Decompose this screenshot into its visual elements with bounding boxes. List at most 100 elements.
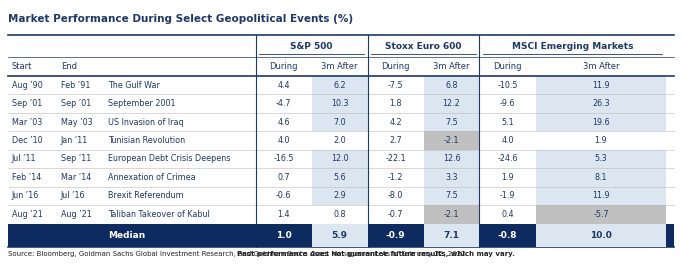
Text: 4.2: 4.2 xyxy=(389,118,402,127)
Text: 7.5: 7.5 xyxy=(445,191,458,200)
Text: -5.7: -5.7 xyxy=(593,210,609,219)
Text: 3.3: 3.3 xyxy=(445,173,458,182)
Text: 4.6: 4.6 xyxy=(278,118,290,127)
Text: 12.2: 12.2 xyxy=(443,99,460,108)
Text: 7.5: 7.5 xyxy=(445,118,458,127)
Text: 11.9: 11.9 xyxy=(592,80,610,90)
Text: -22.1: -22.1 xyxy=(385,154,406,163)
Text: -1.9: -1.9 xyxy=(500,191,516,200)
Bar xyxy=(536,76,666,94)
Text: 8.1: 8.1 xyxy=(595,173,607,182)
Text: -8.0: -8.0 xyxy=(388,191,403,200)
Text: 10.3: 10.3 xyxy=(331,99,349,108)
Text: 1.0: 1.0 xyxy=(276,231,292,240)
Text: 2.0: 2.0 xyxy=(333,136,346,145)
Text: During: During xyxy=(381,62,410,71)
Text: Stoxx Euro 600: Stoxx Euro 600 xyxy=(385,41,462,51)
Bar xyxy=(424,150,479,168)
Text: 6.8: 6.8 xyxy=(445,80,458,90)
Text: -2.1: -2.1 xyxy=(444,210,459,219)
Text: 5.6: 5.6 xyxy=(333,173,346,182)
Bar xyxy=(312,224,368,247)
Text: 2.9: 2.9 xyxy=(333,191,346,200)
Text: European Debt Crisis Deepens: European Debt Crisis Deepens xyxy=(108,154,231,163)
Bar xyxy=(424,94,479,113)
Text: 10.0: 10.0 xyxy=(590,231,612,240)
Text: S&P 500: S&P 500 xyxy=(291,41,333,51)
Text: During: During xyxy=(494,62,522,71)
Bar xyxy=(312,187,368,205)
Text: September 2001: September 2001 xyxy=(108,99,175,108)
Bar xyxy=(424,168,479,187)
Bar xyxy=(536,187,666,205)
Text: Dec ’10: Dec ’10 xyxy=(12,136,42,145)
Text: Source: Bloomberg, Goldman Sachs Global Investment Research, and Goldman Sachs A: Source: Bloomberg, Goldman Sachs Global … xyxy=(8,251,470,257)
Text: 4.0: 4.0 xyxy=(501,136,514,145)
Text: 5.1: 5.1 xyxy=(501,118,514,127)
Bar xyxy=(312,113,368,131)
Bar xyxy=(536,150,666,168)
Bar xyxy=(312,76,368,94)
Text: -0.6: -0.6 xyxy=(276,191,291,200)
Text: 4.4: 4.4 xyxy=(278,80,290,90)
Text: MSCI Emerging Markets: MSCI Emerging Markets xyxy=(512,41,634,51)
Bar xyxy=(312,150,368,168)
Text: Jun ’16: Jun ’16 xyxy=(12,191,39,200)
Text: Feb ’91: Feb ’91 xyxy=(61,80,90,90)
Text: 12.6: 12.6 xyxy=(443,154,460,163)
Text: 7.0: 7.0 xyxy=(333,118,346,127)
Text: -4.7: -4.7 xyxy=(276,99,291,108)
Text: 0.4: 0.4 xyxy=(501,210,514,219)
Text: May ’03: May ’03 xyxy=(61,118,93,127)
Bar xyxy=(8,224,674,247)
Text: 0.8: 0.8 xyxy=(333,210,346,219)
Bar xyxy=(536,224,666,247)
Text: 5.9: 5.9 xyxy=(331,231,348,240)
Text: 5.3: 5.3 xyxy=(595,154,607,163)
Text: -24.6: -24.6 xyxy=(497,154,518,163)
Bar xyxy=(312,94,368,113)
Text: Past performance does not guarantee future results, which may vary.: Past performance does not guarantee futu… xyxy=(237,251,515,257)
Text: Annexation of Crimea: Annexation of Crimea xyxy=(108,173,196,182)
Text: -2.1: -2.1 xyxy=(444,136,459,145)
Text: Mar ’03: Mar ’03 xyxy=(12,118,42,127)
Text: Jan ’11: Jan ’11 xyxy=(61,136,88,145)
Text: End: End xyxy=(61,62,77,71)
Text: 12.0: 12.0 xyxy=(331,154,349,163)
Text: -0.9: -0.9 xyxy=(386,231,405,240)
Text: Mar ’14: Mar ’14 xyxy=(61,173,91,182)
Text: -0.7: -0.7 xyxy=(388,210,403,219)
Bar xyxy=(424,187,479,205)
Text: 2.7: 2.7 xyxy=(389,136,402,145)
Text: -9.6: -9.6 xyxy=(500,99,516,108)
Bar xyxy=(424,131,479,150)
Text: -7.5: -7.5 xyxy=(388,80,403,90)
Text: US Invasion of Iraq: US Invasion of Iraq xyxy=(108,118,183,127)
Bar xyxy=(536,168,666,187)
Text: 1.9: 1.9 xyxy=(501,173,514,182)
Bar xyxy=(536,94,666,113)
Text: 3m After: 3m After xyxy=(321,62,358,71)
Text: Sep ’01: Sep ’01 xyxy=(12,99,42,108)
Text: Aug ’90: Aug ’90 xyxy=(12,80,42,90)
Text: Start: Start xyxy=(12,62,32,71)
Text: Taliban Takeover of Kabul: Taliban Takeover of Kabul xyxy=(108,210,210,219)
Text: 1.8: 1.8 xyxy=(389,99,402,108)
Bar xyxy=(312,168,368,187)
Text: 3m After: 3m After xyxy=(433,62,470,71)
Bar xyxy=(424,224,479,247)
Text: 11.9: 11.9 xyxy=(592,191,610,200)
Text: 1.9: 1.9 xyxy=(595,136,607,145)
Bar xyxy=(424,76,479,94)
Bar xyxy=(536,113,666,131)
Text: 7.1: 7.1 xyxy=(443,231,460,240)
Text: 26.3: 26.3 xyxy=(592,99,610,108)
Text: During: During xyxy=(269,62,298,71)
Text: Median: Median xyxy=(108,231,145,240)
Bar xyxy=(424,205,479,224)
Text: 6.2: 6.2 xyxy=(333,80,346,90)
Text: 1.4: 1.4 xyxy=(278,210,290,219)
Text: -10.5: -10.5 xyxy=(497,80,518,90)
Text: Aug ’21: Aug ’21 xyxy=(12,210,42,219)
Text: Jul ’11: Jul ’11 xyxy=(12,154,36,163)
